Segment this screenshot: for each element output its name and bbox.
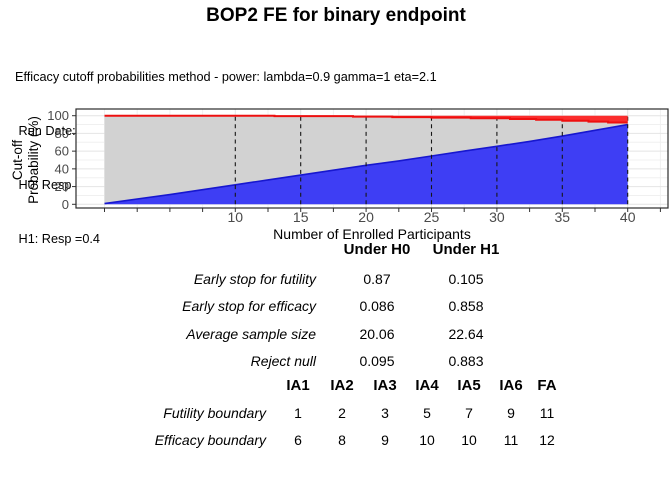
table-cell: 12 <box>539 432 555 448</box>
x-axis-title: Number of Enrolled Participants <box>273 226 471 242</box>
table-cell: 0.105 <box>448 271 484 287</box>
x-tick-label: 30 <box>489 209 505 225</box>
column-header-fa: FA <box>537 377 557 394</box>
table-cell: 20.06 <box>359 326 395 342</box>
table-row: Early stop for efficacy 0.086 0.858 <box>0 298 672 316</box>
x-tick-label: 35 <box>555 209 571 225</box>
column-header-under-h0: Under H0 <box>343 241 411 258</box>
cutoff-probability-chart: 10 15 20 25 30 35 40 0 20 40 60 80 100 <box>47 108 669 225</box>
table-cell: 5 <box>423 405 431 421</box>
table-cell: 0.858 <box>448 298 484 314</box>
y-tick-label: 20 <box>55 179 69 194</box>
report-title: BOP2 FE for binary endpoint <box>206 5 466 26</box>
table-cell: 0.87 <box>363 271 391 287</box>
row-label: Average sample size <box>186 326 316 342</box>
table-row: Futility boundary 1 2 3 5 7 9 11 <box>0 405 672 423</box>
table-row: Early stop for futility 0.87 0.105 <box>0 271 672 289</box>
x-tick-label: 10 <box>228 209 244 225</box>
table-cell: 8 <box>338 432 346 448</box>
row-label: Early stop for efficacy <box>182 298 316 314</box>
panel-border <box>75 108 669 209</box>
report-meta-method: Efficacy cutoff probabilities method - p… <box>15 70 437 84</box>
table-cell: 2 <box>338 405 346 421</box>
y-tick-label: 0 <box>62 197 69 212</box>
table-cell: 22.64 <box>448 326 484 342</box>
table-header-row: IA1 IA2 IA3 IA4 IA5 IA6 FA <box>0 377 672 395</box>
table-cell: 0.883 <box>448 353 484 369</box>
between-region <box>104 115 628 204</box>
column-header-ia4: IA4 <box>415 377 439 394</box>
table-cell: 11 <box>503 432 519 448</box>
report-meta-h1: H1: Resp =0.4 <box>15 232 100 246</box>
table-cell: 10 <box>461 432 477 448</box>
x-tick-label: 25 <box>424 209 440 225</box>
y-tick-label: 100 <box>47 108 69 123</box>
table-cell: 0.095 <box>359 353 395 369</box>
table-cell: 0.086 <box>359 298 395 314</box>
column-header-ia2: IA2 <box>330 377 354 394</box>
row-label: Efficacy boundary <box>154 432 266 448</box>
column-header-ia5: IA5 <box>457 377 481 394</box>
column-header-ia6: IA6 <box>499 377 523 394</box>
y-axis-title-line1: Cut-off <box>10 139 25 181</box>
futility-region <box>104 124 628 205</box>
efficacy-cutoff-line <box>104 114 628 124</box>
row-label: Futility boundary <box>163 405 266 421</box>
y-tick-label: 80 <box>55 126 69 141</box>
table-row: Efficacy boundary 6 8 9 10 10 11 12 <box>0 432 672 450</box>
row-label: Early stop for futility <box>193 271 316 287</box>
column-header-under-h1: Under H1 <box>432 241 500 258</box>
column-header-ia1: IA1 <box>286 377 310 394</box>
table-row: Average sample size 20.06 22.64 <box>0 326 672 344</box>
x-tick-label: 20 <box>358 209 374 225</box>
table-cell: 9 <box>381 432 389 448</box>
table-header-row: Under H0 Under H1 <box>0 241 672 259</box>
column-header-ia3: IA3 <box>373 377 397 394</box>
table-cell: 11 <box>539 405 555 421</box>
table-cell: 1 <box>294 405 302 421</box>
row-label: Reject null <box>250 353 316 369</box>
y-tick-label: 60 <box>55 144 69 159</box>
y-axis-title-line2: Probability (%) <box>26 116 41 204</box>
table-cell: 3 <box>381 405 389 421</box>
table-cell: 9 <box>507 405 515 421</box>
table-row: Reject null 0.095 0.883 <box>0 353 672 371</box>
table-cell: 6 <box>294 432 302 448</box>
x-tick-label: 40 <box>620 209 636 225</box>
y-tick-label: 40 <box>55 161 69 176</box>
table-cell: 10 <box>419 432 435 448</box>
x-tick-label: 15 <box>293 209 309 225</box>
table-cell: 7 <box>465 405 473 421</box>
